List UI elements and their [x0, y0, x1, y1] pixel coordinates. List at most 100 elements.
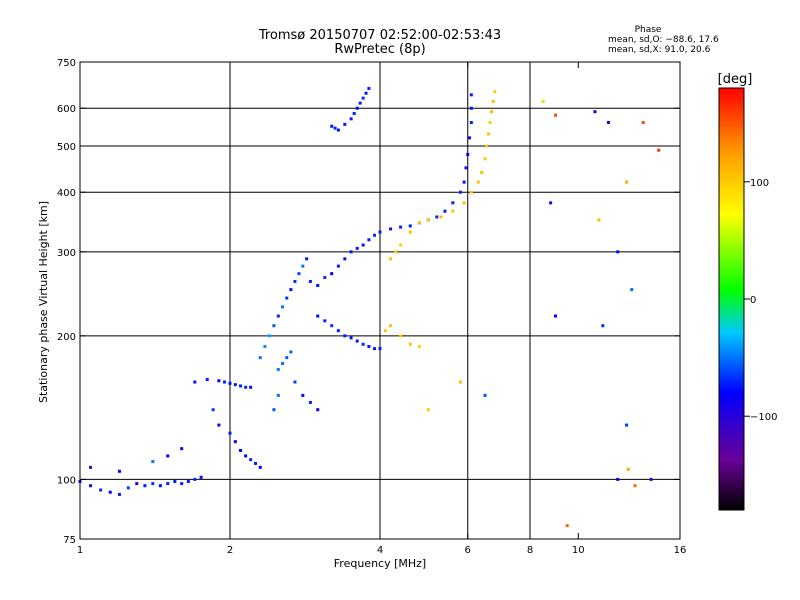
phase-point: [233, 383, 237, 387]
phase-point: [126, 486, 130, 490]
phase-point: [244, 454, 248, 458]
colorbar-ticks: 100 0 −100: [744, 178, 777, 423]
phase-point: [616, 477, 620, 481]
phase-point: [333, 126, 337, 130]
x-tick-label: 8: [527, 545, 533, 556]
phase-point: [330, 324, 334, 328]
phase-point: [641, 121, 645, 125]
phase-point: [217, 423, 221, 427]
phase-point: [630, 288, 634, 292]
phase-point: [263, 344, 267, 348]
phase-point: [466, 152, 470, 156]
phase-point: [323, 276, 327, 280]
phase-point: [249, 385, 253, 389]
phase-point: [336, 329, 340, 333]
phase-point: [305, 257, 309, 261]
phase-point: [205, 377, 209, 381]
phase-point: [343, 334, 347, 338]
phase-point: [491, 99, 495, 103]
y-tick-label: 500: [57, 142, 76, 153]
phase-point: [285, 356, 289, 360]
phase-point: [443, 209, 447, 213]
phase-point: [166, 454, 170, 458]
phase-point: [469, 121, 473, 125]
phase-point: [108, 490, 112, 494]
phase-point: [272, 408, 276, 412]
phase-point: [549, 201, 553, 205]
phase-point: [625, 423, 629, 427]
phase-point: [394, 250, 398, 254]
phase-point: [297, 272, 301, 276]
phase-point: [349, 336, 353, 340]
y-axis-ticks: 75 100 200 300 400 500 600 750: [57, 58, 680, 546]
phase-point: [553, 314, 557, 318]
phase-point: [239, 448, 243, 452]
phase-point: [143, 484, 147, 488]
phase-point: [458, 380, 462, 384]
phase-point: [293, 279, 297, 283]
phase-point: [607, 121, 611, 125]
y-tick-label: 300: [57, 248, 76, 259]
phase-point: [193, 380, 197, 384]
phase-point: [483, 157, 487, 161]
phase-point: [364, 91, 368, 95]
phase-point: [373, 347, 377, 351]
phase-point: [267, 334, 271, 338]
colorbar: [718, 87, 745, 511]
phase-point: [330, 124, 334, 128]
phase-point: [458, 190, 462, 194]
phase-point: [285, 296, 289, 300]
phase-point: [99, 488, 103, 492]
x-tick-label: 1: [77, 545, 83, 556]
phase-point: [276, 393, 280, 397]
phase-point: [462, 201, 466, 205]
phase-point: [451, 209, 455, 213]
phase-point: [281, 361, 285, 365]
phase-point: [633, 484, 637, 488]
phase-stats-o: mean, sd,O: −88.6, 17.6: [608, 35, 719, 45]
phase-point: [486, 132, 490, 136]
phase-point: [601, 324, 605, 328]
phase-point: [293, 380, 297, 384]
phase-point: [378, 347, 382, 351]
phase-point: [469, 106, 473, 110]
phase-point: [408, 224, 412, 228]
phase-point: [358, 101, 362, 105]
phase-point: [490, 110, 494, 114]
phase-point: [493, 90, 497, 94]
phase-point: [258, 465, 262, 469]
x-tick-label: 10: [572, 545, 585, 556]
phase-point: [352, 111, 356, 115]
phase-point: [228, 431, 232, 435]
colorbar-unit-label: [deg]: [718, 72, 753, 87]
phase-point: [289, 350, 293, 354]
phase-point: [625, 180, 629, 184]
phase-point: [301, 393, 305, 397]
phase-point: [355, 106, 359, 110]
phase-point: [173, 479, 177, 483]
phase-point: [289, 288, 293, 292]
phase-point: [355, 339, 359, 343]
phase-point: [616, 250, 620, 254]
phase-point: [462, 180, 466, 184]
phase-point: [323, 319, 327, 323]
phase-point: [316, 408, 320, 412]
phase-point: [276, 314, 280, 318]
phase-point: [399, 334, 403, 338]
phase-point: [389, 257, 393, 261]
phase-point: [426, 218, 430, 222]
phase-point: [223, 380, 227, 384]
phase-point: [180, 447, 184, 451]
y-axis-label: Stationary phase Virtual Height [km]: [37, 201, 50, 403]
phase-point: [408, 230, 412, 234]
x-axis-ticks: 1 2 4 6 8 10 16: [77, 62, 686, 556]
phase-point: [480, 170, 484, 174]
phase-point: [217, 379, 221, 383]
x-tick-label: 4: [377, 545, 383, 556]
phase-point: [272, 324, 276, 328]
phase-point: [597, 218, 601, 222]
phase-point: [316, 283, 320, 287]
x-axis-label: Frequency [MHz]: [334, 557, 426, 570]
phase-point: [469, 93, 473, 97]
phase-point: [166, 482, 170, 486]
